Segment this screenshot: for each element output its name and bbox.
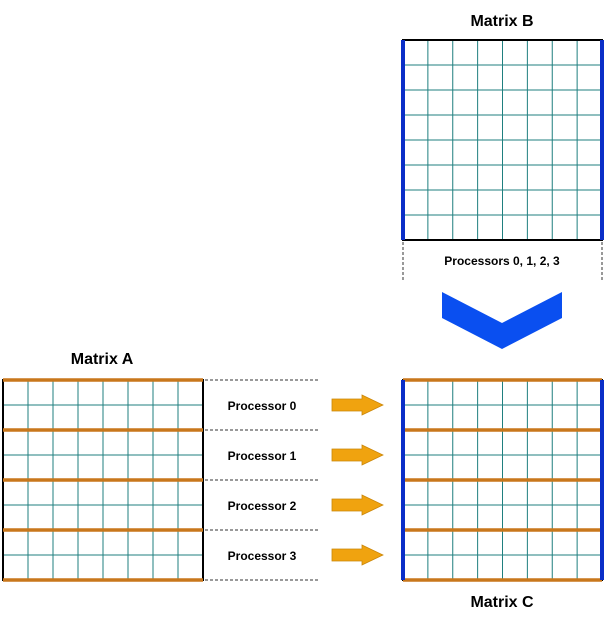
processor-0-label: Processor 0 <box>228 399 297 413</box>
matrix-a-title: Matrix A <box>71 351 134 368</box>
dashed-guides <box>205 242 603 581</box>
matrix-c-title: Matrix C <box>470 594 534 611</box>
matrix-a <box>2 378 204 582</box>
arrow-right-icon-3 <box>331 544 384 566</box>
matrix-b <box>401 39 604 241</box>
processor-3-label: Processor 3 <box>228 549 297 563</box>
processor-1-label: Processor 1 <box>228 449 297 463</box>
arrow-right-icon-2 <box>331 494 384 516</box>
processor-arrows <box>331 394 384 566</box>
matrix-b-title: Matrix B <box>470 13 533 30</box>
chevron-down-icon <box>442 292 562 349</box>
processor-2-label: Processor 2 <box>228 499 297 513</box>
processors-all-label: Processors 0, 1, 2, 3 <box>444 254 560 268</box>
arrow-right-icon-0 <box>331 394 384 416</box>
arrow-right-icon-1 <box>331 444 384 466</box>
matrix-c <box>401 378 604 582</box>
